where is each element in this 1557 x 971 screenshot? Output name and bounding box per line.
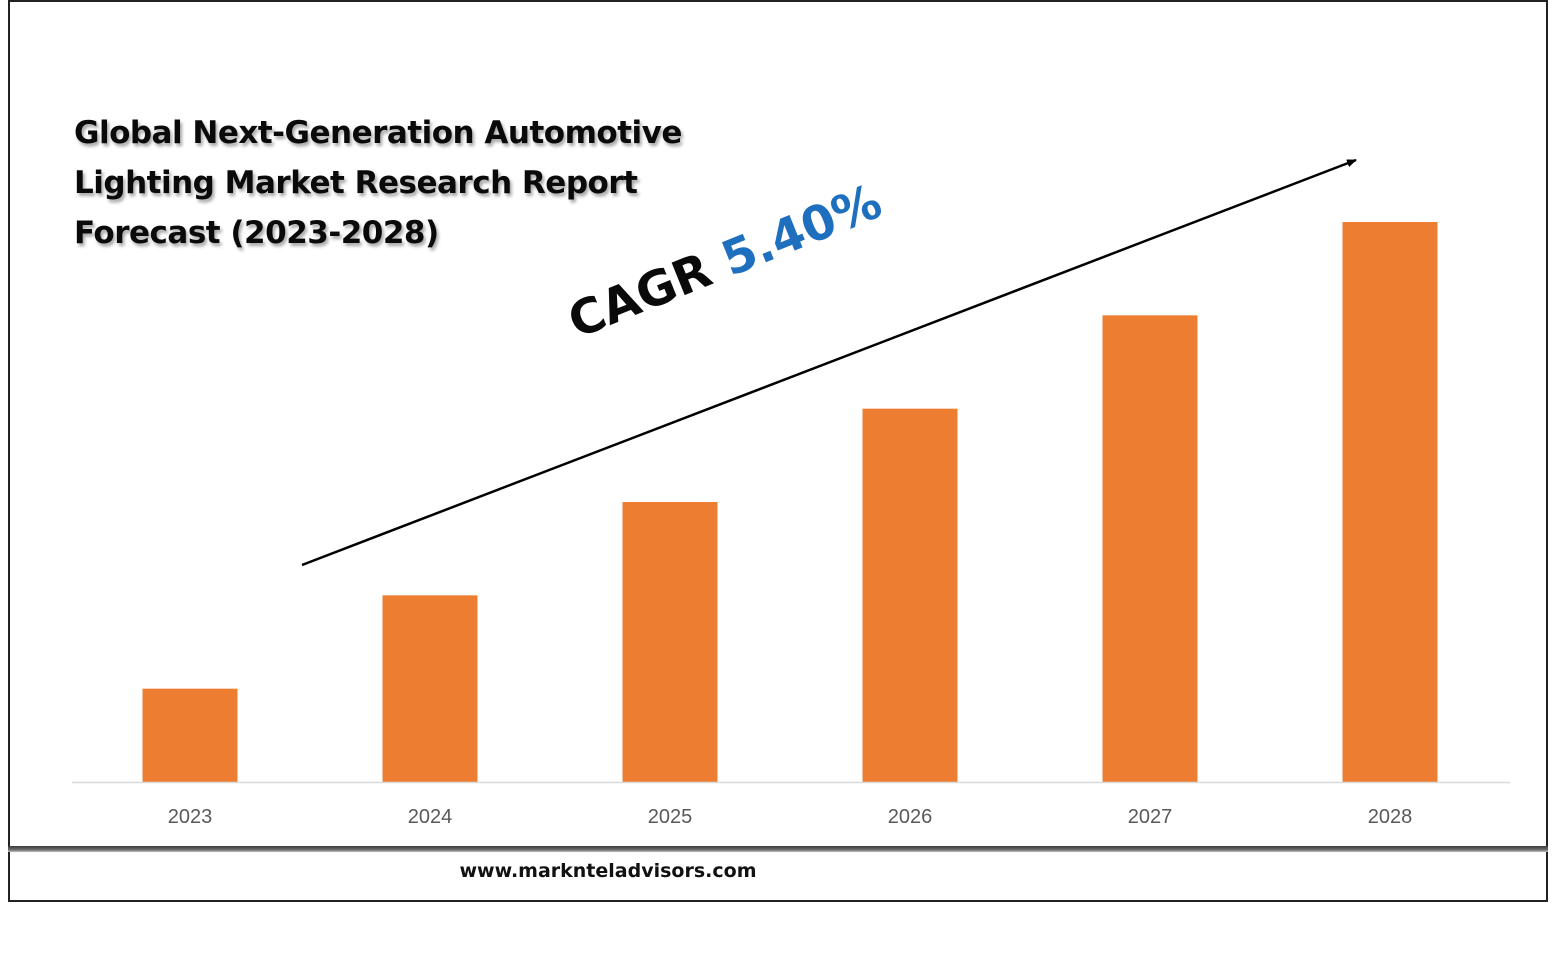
x-tick-label: 2027 [1128,806,1173,828]
footer-divider [8,846,1548,852]
title-line-1: Global Next-Generation Automotive [74,115,682,151]
x-tick-label: 2025 [648,806,693,828]
bar-2027 [1102,315,1198,782]
bar-2026 [862,408,958,782]
growth-arrow [301,158,1357,567]
source-url: www.marknteladvisors.com [459,860,757,882]
chart-frame [8,0,1548,902]
bar-2028 [1342,222,1438,782]
x-tick-label: 2023 [168,806,213,828]
chart-title: Global Next-Generation Automotive Lighti… [74,108,754,258]
x-tick-label: 2024 [408,806,453,828]
x-tick-label: 2028 [1368,806,1413,828]
bar-2025 [622,502,718,782]
bar-2024 [382,595,478,782]
bar-2023 [142,688,238,782]
x-tick-label: 2026 [888,806,933,828]
title-line-3: Forecast (2023-2028) [74,215,439,251]
title-line-2: Lighting Market Research Report [74,165,638,201]
